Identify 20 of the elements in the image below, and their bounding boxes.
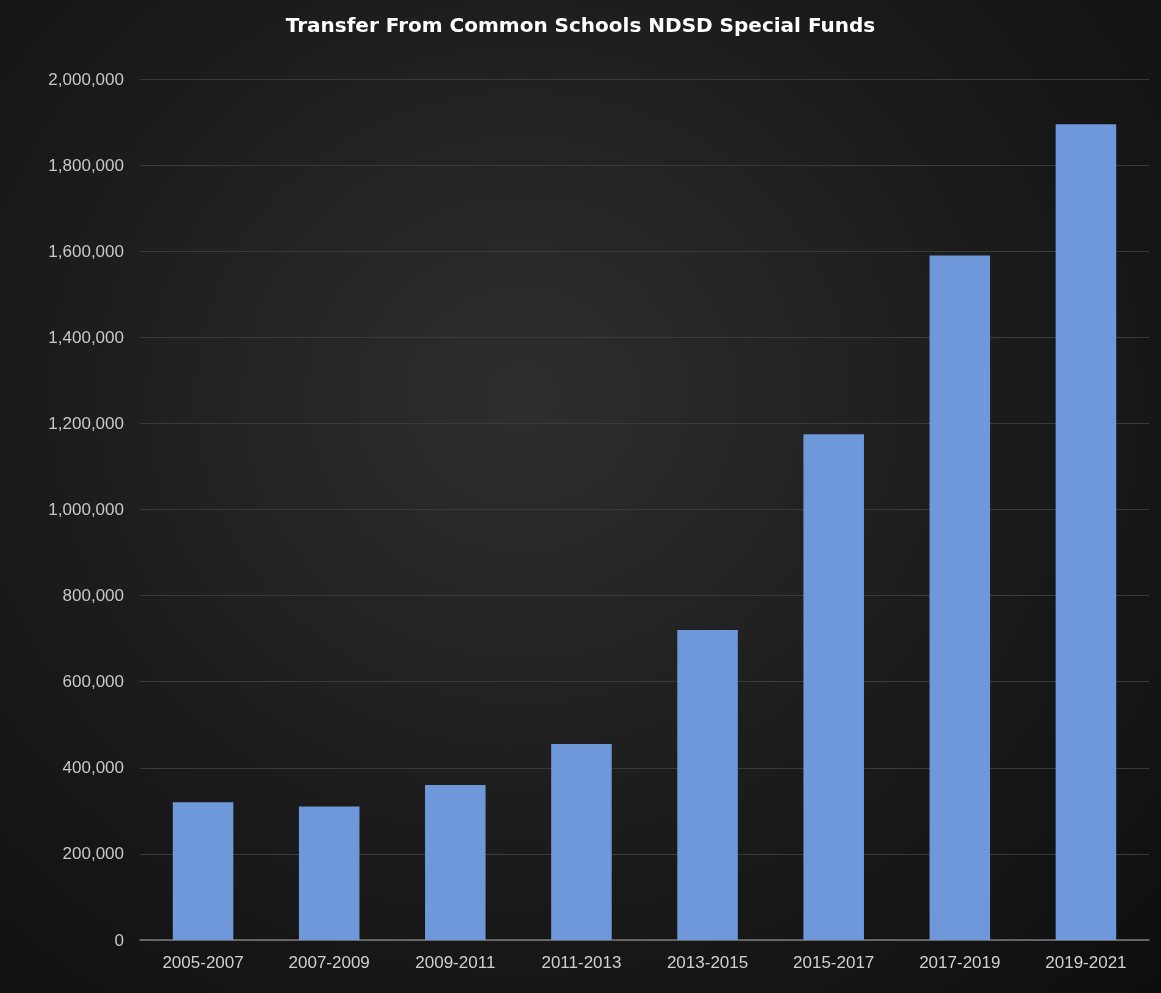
y-tick-label: 200,000	[62, 844, 124, 864]
y-tick-label: 1,800,000	[48, 155, 124, 175]
y-tick-label: 1,400,000	[48, 327, 124, 347]
y-tick-label: 2,000,000	[48, 69, 124, 89]
chart-title: Transfer From Common Schools NDSD Special Funds	[285, 13, 876, 37]
y-tick-label: 1,200,000	[48, 413, 124, 433]
x-tick-label: 2007-2009	[288, 953, 370, 972]
y-tick-label: 1,000,000	[48, 500, 124, 519]
x-tick-label: 2005-2007	[162, 953, 244, 972]
y-tick-label: 1,600,000	[48, 241, 124, 261]
x-tick-label: 2019-2021	[1045, 953, 1127, 972]
y-tick-label: 0	[114, 930, 124, 950]
y-tick-label: 400,000	[62, 758, 124, 778]
x-tick-label: 2015-2017	[793, 953, 875, 972]
x-tick-label: 2013-2015	[666, 953, 749, 972]
y-tick-label: 800,000	[62, 586, 124, 606]
y-tick-label: 600,000	[62, 672, 124, 692]
x-tick-label: 2011-2013	[541, 953, 622, 972]
x-tick-label: 2017-2019	[919, 953, 1001, 972]
x-tick-label: 2009-2011	[415, 953, 496, 972]
